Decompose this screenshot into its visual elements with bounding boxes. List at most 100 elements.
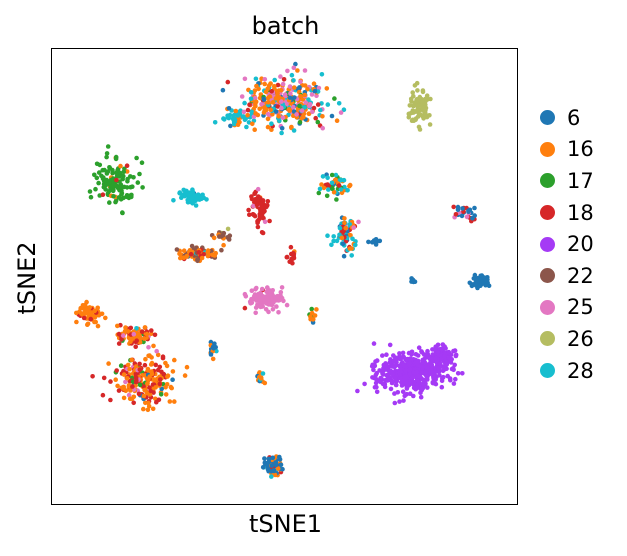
data-point-batch-16 — [147, 374, 152, 380]
data-point-batch-17 — [115, 167, 120, 173]
data-point-batch-18 — [267, 218, 272, 224]
data-point-batch-16 — [141, 393, 147, 399]
data-point-batch-20 — [419, 370, 424, 376]
data-point-batch-18 — [133, 375, 139, 381]
data-point-batch-20 — [400, 389, 406, 395]
data-point-batch-18 — [137, 361, 142, 367]
data-point-batch-26 — [408, 96, 414, 102]
data-point-batch-16 — [320, 114, 325, 119]
data-point-batch-28 — [329, 242, 334, 248]
data-point-batch-20 — [440, 342, 446, 347]
data-point-batch-16 — [347, 246, 353, 251]
data-point-batch-20 — [400, 362, 406, 368]
data-point-batch-28 — [347, 222, 353, 227]
data-point-batch-22 — [226, 237, 232, 242]
data-point-batch-18 — [247, 102, 252, 107]
data-point-batch-25 — [309, 92, 315, 97]
data-point-batch-20 — [404, 391, 410, 397]
data-point-batch-20 — [437, 372, 442, 378]
data-point-batch-16 — [92, 319, 97, 325]
data-point-batch-28 — [277, 118, 282, 124]
data-point-batch-22 — [220, 232, 226, 238]
data-point-batch-18 — [147, 385, 152, 390]
data-point-batch-16 — [261, 110, 267, 115]
data-point-batch-18 — [265, 203, 270, 208]
data-point-batch-20 — [435, 349, 441, 355]
data-point-batch-17 — [315, 119, 321, 125]
data-point-batch-25 — [291, 104, 296, 110]
data-point-batch-6 — [297, 85, 302, 90]
data-point-batch-18 — [90, 374, 95, 379]
data-point-batch-20 — [380, 370, 385, 375]
data-point-batch-6 — [460, 206, 465, 211]
data-point-batch-28 — [341, 107, 347, 112]
data-point-batch-16 — [273, 96, 279, 101]
data-point-batch-16 — [103, 315, 108, 321]
data-point-batch-28 — [333, 172, 339, 178]
data-point-batch-6 — [208, 352, 214, 357]
data-point-batch-25 — [253, 310, 258, 316]
data-point-batch-6 — [262, 456, 267, 461]
data-point-batch-16 — [347, 182, 353, 188]
data-point-batch-18 — [152, 332, 158, 338]
data-point-batch-16 — [121, 372, 127, 377]
data-point-batch-16 — [153, 385, 158, 390]
data-point-batch-17 — [131, 175, 136, 180]
data-point-batch-20 — [374, 389, 380, 395]
data-point-batch-28 — [291, 128, 297, 133]
data-point-batch-20 — [392, 400, 398, 406]
data-point-batch-20 — [392, 355, 398, 360]
data-point-batch-17 — [96, 170, 102, 175]
data-point-batch-25 — [270, 288, 275, 293]
data-point-batch-28 — [317, 186, 323, 192]
data-point-batch-28 — [191, 199, 196, 205]
data-point-batch-18 — [249, 196, 255, 202]
data-point-batch-17 — [130, 184, 135, 189]
data-point-batch-20 — [435, 342, 441, 348]
data-point-batch-28 — [325, 175, 330, 181]
data-point-batch-20 — [373, 380, 379, 386]
data-point-batch-6 — [170, 377, 175, 383]
data-point-batch-16 — [205, 253, 211, 258]
data-point-batch-16 — [146, 353, 151, 359]
data-point-batch-25 — [253, 287, 258, 292]
data-point-batch-16 — [254, 83, 259, 89]
data-point-batch-16 — [334, 118, 340, 123]
data-point-batch-20 — [380, 353, 385, 358]
legend-label: 6 — [567, 105, 581, 130]
data-point-batch-16 — [129, 357, 134, 363]
data-point-batch-6 — [373, 237, 379, 242]
data-point-batch-28 — [338, 187, 344, 192]
data-point-batch-20 — [384, 352, 389, 358]
data-point-batch-25 — [288, 91, 293, 96]
data-point-batch-28 — [242, 100, 247, 106]
data-point-batch-16 — [272, 472, 278, 478]
data-point-batch-6 — [273, 109, 279, 114]
data-point-batch-20 — [403, 356, 408, 362]
data-point-batch-18 — [315, 102, 321, 107]
data-point-batch-26 — [413, 109, 418, 114]
data-point-batch-20 — [441, 374, 446, 380]
data-point-batch-20 — [437, 361, 443, 367]
data-point-batch-28 — [336, 101, 342, 106]
data-point-batch-25 — [280, 81, 286, 87]
data-point-batch-17 — [113, 199, 118, 205]
data-point-batch-16 — [142, 387, 147, 393]
data-point-batch-18 — [153, 362, 158, 368]
legend-item-6: 6 — [540, 102, 594, 134]
data-point-batch-25 — [303, 100, 308, 105]
data-point-batch-18 — [133, 344, 138, 350]
data-point-batch-16 — [181, 248, 187, 253]
data-point-batch-18 — [225, 79, 231, 85]
data-point-batch-16 — [262, 380, 268, 386]
legend-item-20: 20 — [540, 228, 594, 260]
data-point-batch-6 — [470, 215, 475, 221]
data-point-batch-16 — [99, 311, 105, 317]
data-point-batch-16 — [142, 325, 148, 330]
data-point-batch-20 — [455, 371, 461, 376]
data-point-batch-20 — [410, 375, 415, 380]
data-point-batch-25 — [291, 65, 297, 71]
data-point-batch-17 — [134, 155, 139, 161]
data-point-batch-18 — [254, 202, 260, 208]
data-point-batch-18 — [311, 105, 317, 111]
